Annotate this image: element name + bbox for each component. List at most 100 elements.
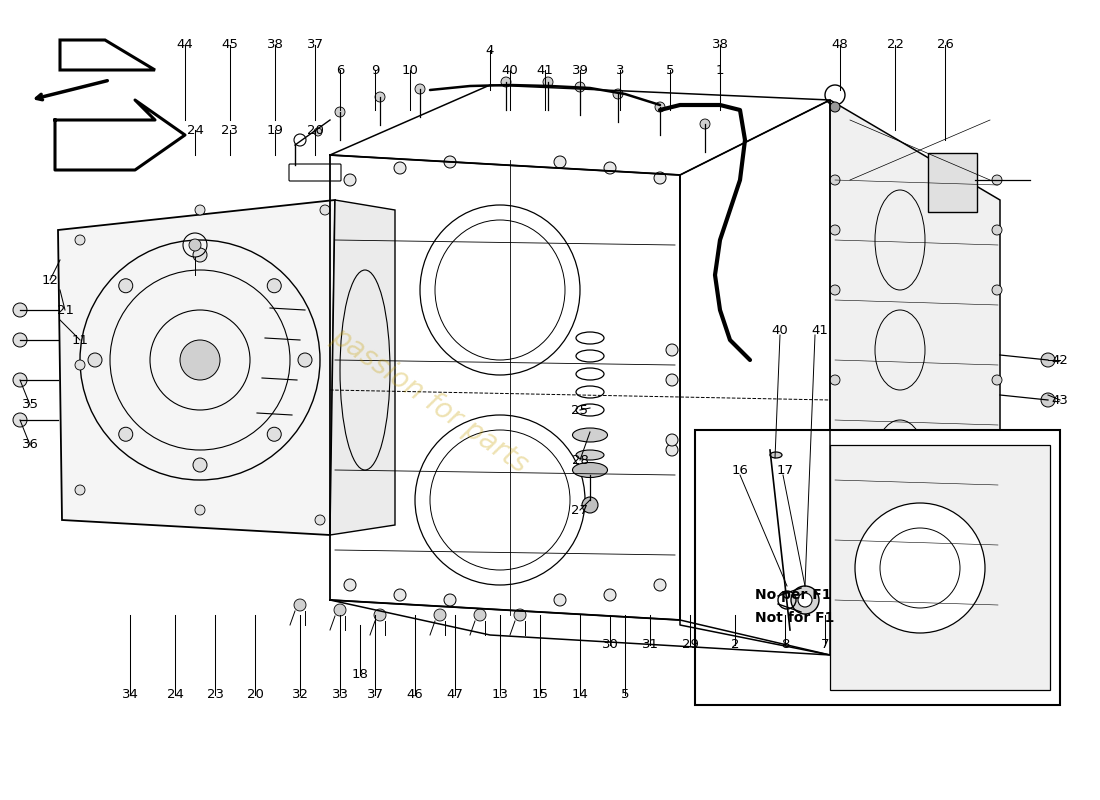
- Text: 31: 31: [641, 638, 659, 651]
- Circle shape: [992, 285, 1002, 295]
- Circle shape: [320, 205, 330, 215]
- Circle shape: [13, 373, 28, 387]
- Polygon shape: [330, 200, 395, 535]
- Text: Not for F1: Not for F1: [755, 611, 835, 625]
- Circle shape: [613, 89, 623, 99]
- Circle shape: [575, 82, 585, 92]
- Text: 38: 38: [266, 38, 284, 51]
- Circle shape: [992, 545, 1002, 555]
- Circle shape: [75, 360, 85, 370]
- Circle shape: [254, 410, 260, 415]
- Circle shape: [654, 172, 666, 184]
- Text: 8: 8: [781, 638, 789, 651]
- Circle shape: [700, 119, 710, 129]
- Text: 1: 1: [716, 63, 724, 77]
- Text: 21: 21: [56, 303, 74, 317]
- Text: 37: 37: [366, 689, 384, 702]
- Circle shape: [666, 344, 678, 356]
- Circle shape: [375, 92, 385, 102]
- Circle shape: [88, 353, 102, 367]
- Circle shape: [252, 408, 262, 418]
- Text: 24: 24: [187, 123, 204, 137]
- Text: 23: 23: [207, 689, 223, 702]
- Circle shape: [554, 594, 566, 606]
- Text: 26: 26: [936, 38, 954, 51]
- Circle shape: [654, 102, 666, 112]
- Circle shape: [315, 515, 324, 525]
- Text: 41: 41: [537, 63, 553, 77]
- Text: 37: 37: [307, 38, 323, 51]
- Circle shape: [332, 379, 344, 391]
- Text: 41: 41: [812, 323, 828, 337]
- Circle shape: [791, 586, 820, 614]
- Text: 12: 12: [42, 274, 58, 286]
- Circle shape: [75, 485, 85, 495]
- Circle shape: [666, 374, 678, 386]
- Circle shape: [263, 335, 267, 341]
- Circle shape: [500, 77, 512, 87]
- Circle shape: [394, 162, 406, 174]
- Text: 42: 42: [1052, 354, 1068, 366]
- Circle shape: [192, 458, 207, 472]
- Text: 19: 19: [266, 123, 284, 137]
- Polygon shape: [830, 100, 1000, 655]
- Ellipse shape: [572, 428, 607, 442]
- Text: 30: 30: [602, 638, 618, 651]
- Text: 18: 18: [352, 669, 368, 682]
- Circle shape: [830, 175, 840, 185]
- Text: 43: 43: [1052, 394, 1068, 406]
- Circle shape: [294, 599, 306, 611]
- Circle shape: [514, 609, 526, 621]
- Circle shape: [13, 303, 28, 317]
- Circle shape: [543, 77, 553, 87]
- Circle shape: [830, 465, 840, 475]
- Circle shape: [344, 174, 356, 186]
- Text: No per F1: No per F1: [755, 588, 832, 602]
- Circle shape: [257, 373, 267, 383]
- Text: 6: 6: [336, 63, 344, 77]
- Ellipse shape: [572, 462, 607, 478]
- Circle shape: [267, 278, 282, 293]
- Circle shape: [195, 205, 205, 215]
- Circle shape: [830, 102, 840, 112]
- Circle shape: [298, 353, 312, 367]
- Circle shape: [119, 278, 133, 293]
- Circle shape: [434, 609, 446, 621]
- Circle shape: [992, 605, 1002, 615]
- Circle shape: [180, 340, 220, 380]
- Circle shape: [992, 465, 1002, 475]
- Circle shape: [260, 333, 270, 343]
- Text: 24: 24: [166, 689, 184, 702]
- Text: 44: 44: [177, 38, 194, 51]
- Text: 48: 48: [832, 38, 848, 51]
- Text: 7: 7: [821, 638, 829, 651]
- Text: 35: 35: [22, 398, 38, 411]
- Circle shape: [415, 84, 425, 94]
- Text: 28: 28: [572, 454, 588, 466]
- Text: 11: 11: [72, 334, 88, 346]
- Ellipse shape: [770, 452, 782, 458]
- Text: 22: 22: [887, 38, 903, 51]
- Circle shape: [830, 285, 840, 295]
- Circle shape: [830, 375, 840, 385]
- Text: 20: 20: [246, 689, 263, 702]
- Text: 46: 46: [407, 689, 424, 702]
- Circle shape: [855, 503, 984, 633]
- Text: 10: 10: [402, 63, 418, 77]
- Circle shape: [314, 128, 322, 136]
- FancyBboxPatch shape: [695, 430, 1060, 705]
- Text: 38: 38: [712, 38, 728, 51]
- Circle shape: [332, 324, 344, 336]
- Text: 33: 33: [331, 689, 349, 702]
- Circle shape: [666, 434, 678, 446]
- Circle shape: [267, 427, 282, 442]
- FancyBboxPatch shape: [928, 153, 977, 212]
- Circle shape: [604, 162, 616, 174]
- Text: 14: 14: [572, 689, 588, 702]
- Text: 32: 32: [292, 689, 308, 702]
- Circle shape: [260, 375, 264, 381]
- Circle shape: [654, 579, 666, 591]
- Text: 23: 23: [221, 123, 239, 137]
- Circle shape: [992, 375, 1002, 385]
- Circle shape: [582, 497, 598, 513]
